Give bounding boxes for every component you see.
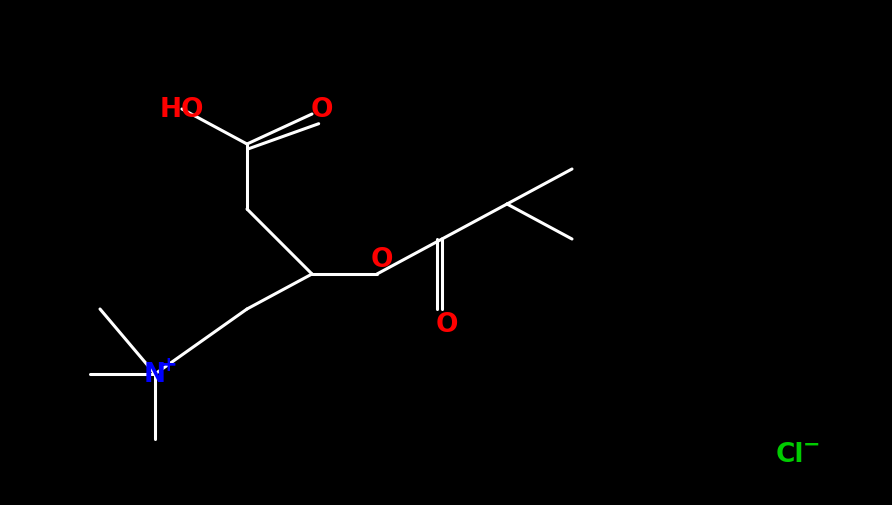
Text: O: O [310, 97, 334, 123]
Text: Cl: Cl [776, 441, 805, 467]
Text: +: + [161, 355, 178, 374]
Text: HO: HO [160, 97, 204, 123]
Text: O: O [371, 246, 393, 273]
Text: O: O [436, 312, 458, 337]
Text: N: N [144, 361, 166, 387]
Text: −: − [804, 434, 821, 454]
